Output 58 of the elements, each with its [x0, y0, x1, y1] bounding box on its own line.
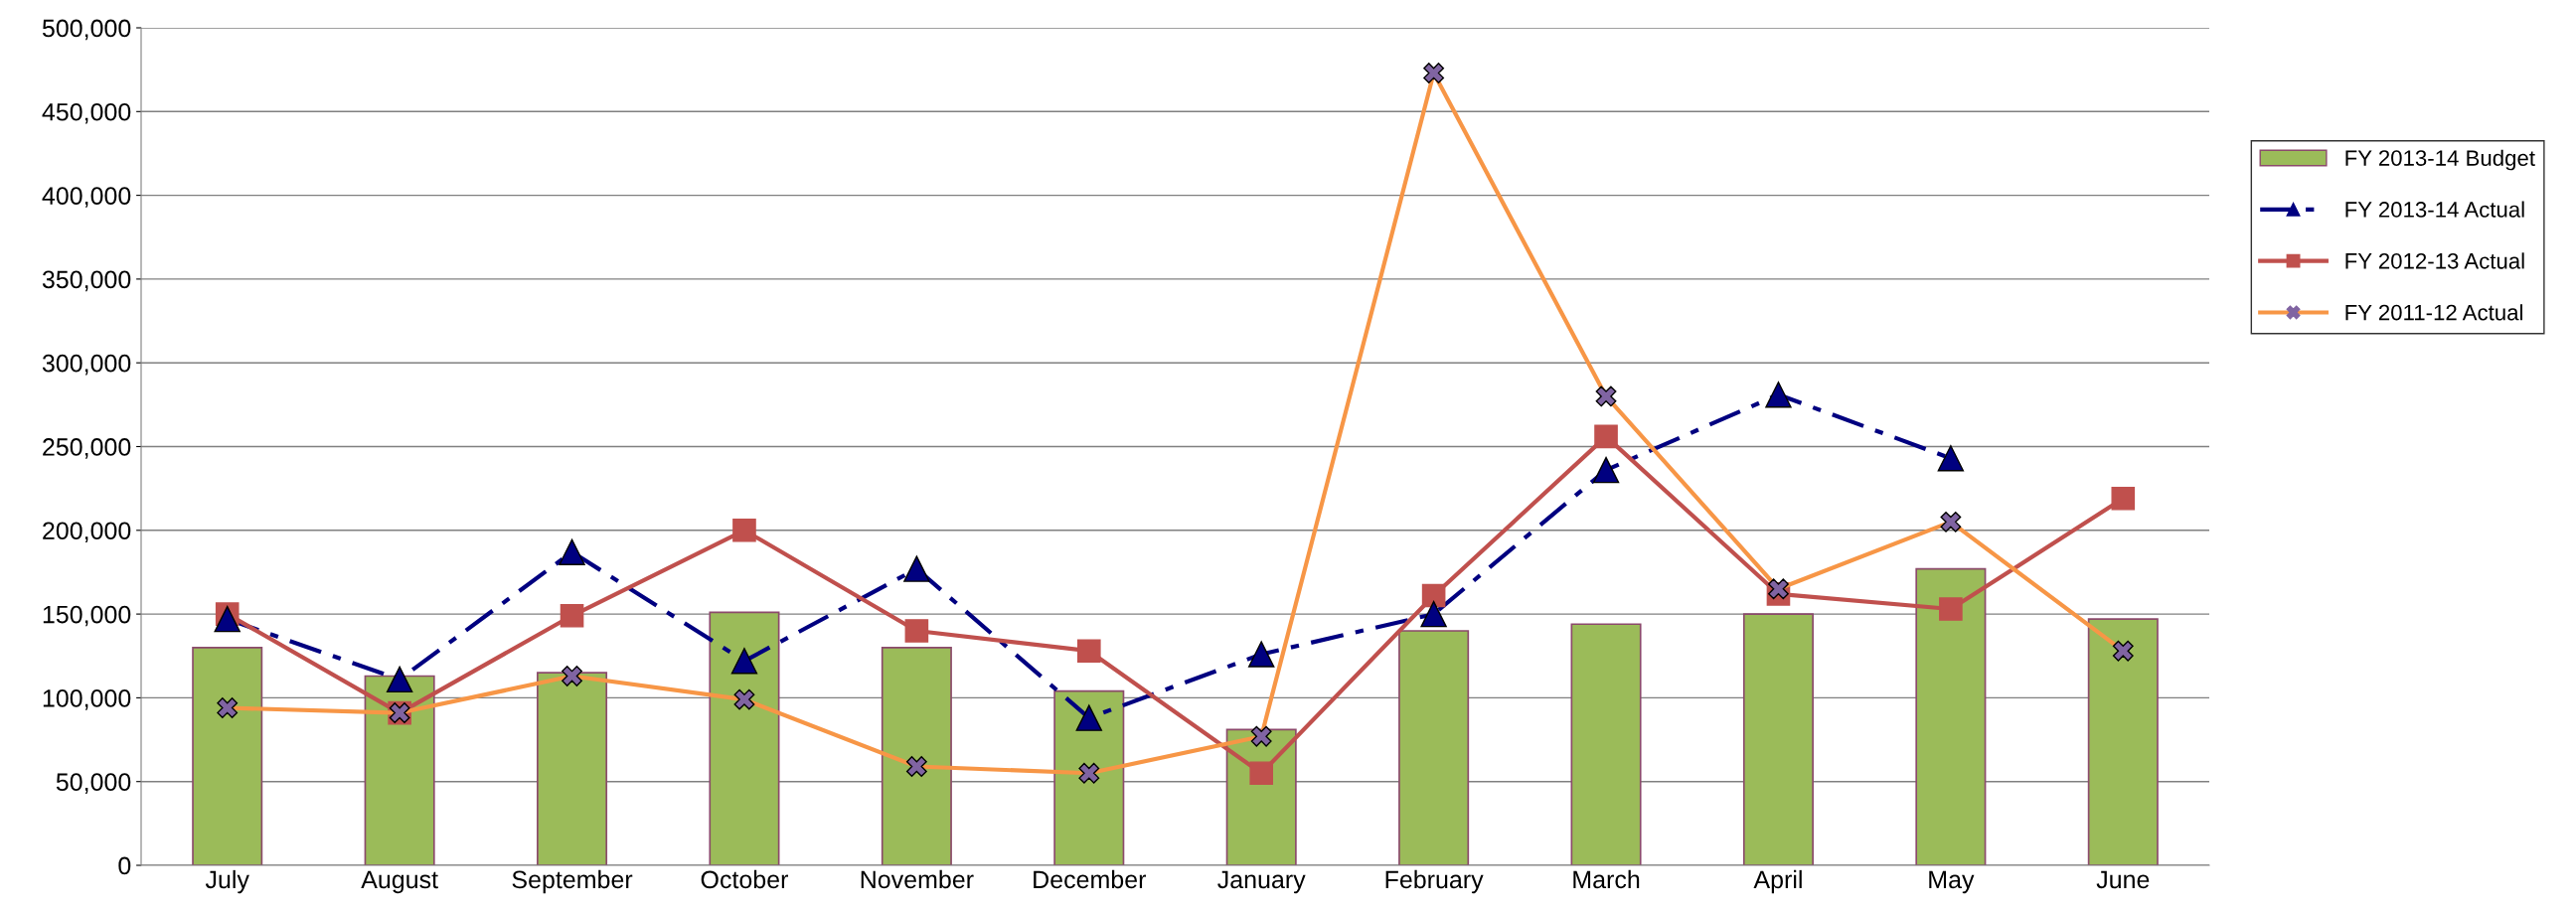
x-tick-label: August — [361, 870, 438, 894]
y-tick-label: 500,000 — [42, 19, 131, 41]
y-tick-label: 200,000 — [43, 522, 131, 543]
point — [1076, 639, 1101, 663]
bar — [709, 611, 780, 865]
point — [559, 538, 585, 565]
x-tick-label: December — [1034, 869, 1147, 889]
y-tick-label: 450,000 — [42, 102, 131, 124]
bar — [1053, 689, 1125, 865]
point — [1937, 445, 1965, 472]
legend-label: FY 2011-12 Actual — [2345, 304, 2522, 321]
y-tick-label: 400,000 — [42, 187, 131, 208]
point — [1075, 704, 1102, 731]
x-tick-label: July — [205, 869, 249, 894]
point — [1249, 761, 1274, 786]
point — [560, 603, 584, 628]
legend-label: FY 2013-14 Budget — [2345, 149, 2535, 171]
bar — [192, 646, 263, 865]
x-tick-label: September — [512, 869, 633, 894]
point — [1765, 381, 1792, 408]
point — [903, 555, 930, 582]
point — [1248, 641, 1275, 668]
point — [2111, 486, 2136, 511]
bar — [1570, 623, 1642, 865]
point — [1420, 600, 1447, 628]
x-tick-label: November — [861, 869, 974, 889]
y-tick-label: 0 — [118, 856, 131, 875]
y-tick-label: 250,000 — [43, 438, 131, 459]
y-tick-label: 350,000 — [42, 270, 131, 292]
y-tick-label: 50,000 — [56, 773, 131, 794]
x-tick-label: April — [1753, 869, 1802, 894]
bar — [1398, 630, 1470, 865]
x-tick-label: May — [1929, 870, 1975, 894]
y-tick-label: 150,000 — [43, 605, 131, 627]
point — [1939, 597, 1963, 621]
bar — [364, 675, 435, 865]
point — [1594, 424, 1618, 449]
legend-label: FY 2012-13 Actual — [2345, 252, 2524, 269]
point — [1421, 583, 1446, 608]
x-tick-label: February — [1385, 869, 1484, 894]
point — [904, 619, 929, 643]
point — [386, 666, 413, 693]
bar — [537, 672, 608, 865]
bar — [881, 646, 952, 865]
y-tick-label: 100,000 — [43, 689, 131, 710]
point — [730, 648, 758, 675]
point — [214, 605, 241, 633]
bar — [1742, 613, 1814, 865]
point — [1592, 456, 1620, 484]
x-tick-label: January — [1217, 870, 1306, 894]
bar — [2087, 618, 2159, 865]
x-tick-label: March — [1573, 869, 1640, 889]
y-tick-label: 300,000 — [42, 354, 131, 376]
x-tick-label: October — [701, 869, 789, 889]
point — [732, 518, 756, 542]
x-tick-label: June — [2096, 870, 2150, 889]
legend-label: FY 2013-14 Actual — [2345, 201, 2524, 218]
bar — [1915, 567, 1987, 865]
